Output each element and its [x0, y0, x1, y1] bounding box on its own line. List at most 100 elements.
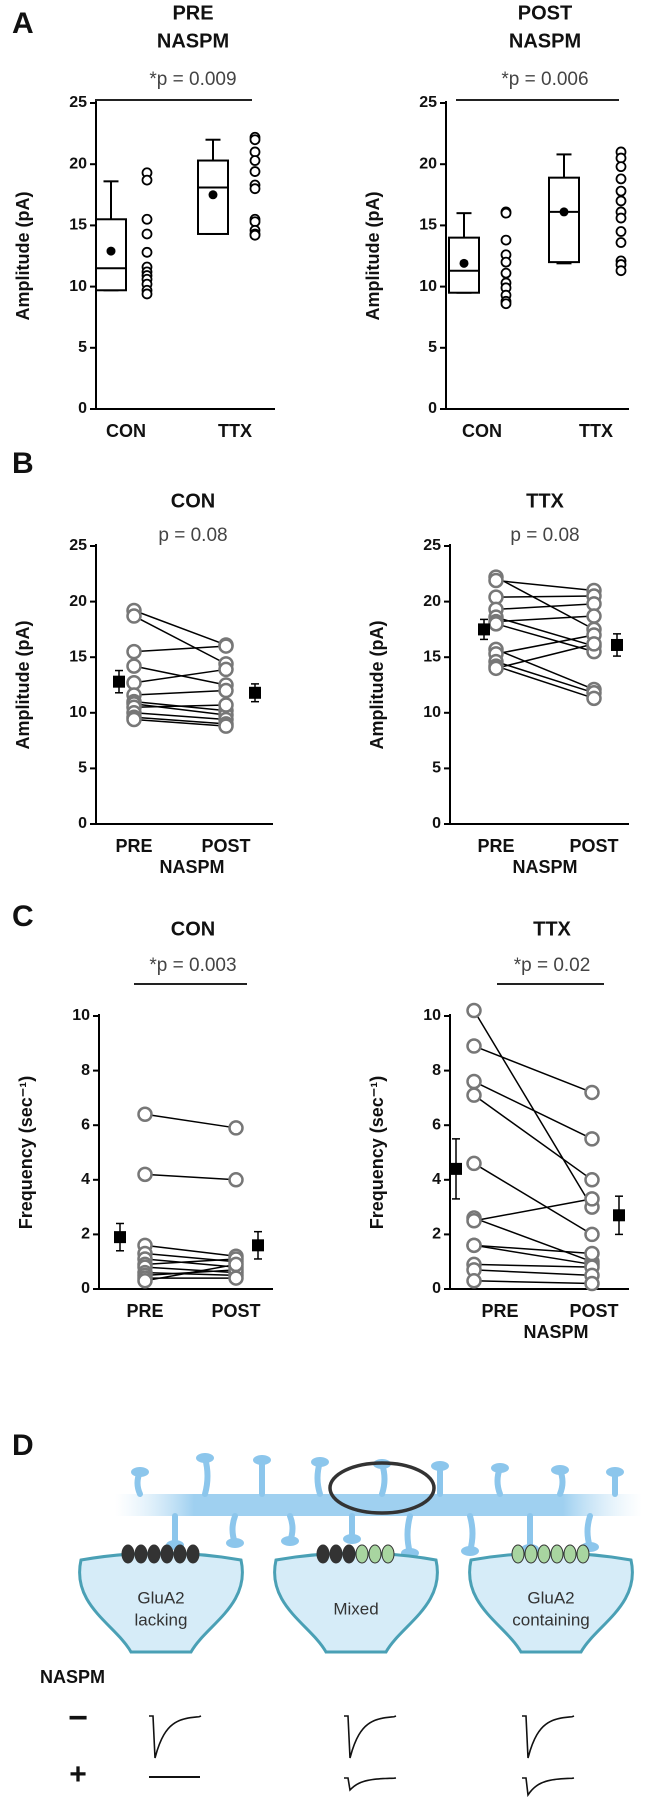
data-point [615, 212, 627, 224]
pair-line [495, 603, 595, 611]
pair-line [495, 665, 595, 700]
y-axis-label: Amplitude (pA) [367, 621, 387, 750]
receptor [381, 1544, 395, 1564]
pair-line [473, 1045, 593, 1094]
annotation: *p = 0.02 [514, 955, 591, 976]
panel-letter: A [12, 7, 34, 40]
data-point [500, 256, 512, 268]
y-tick-label: 10 [69, 278, 87, 295]
terminal-label: GluA2 [137, 1588, 184, 1607]
x-tick-label: TTX [218, 421, 252, 441]
box [548, 176, 580, 264]
pair-line [144, 1263, 237, 1282]
mean-dot [208, 190, 218, 200]
x-axis-label: NASPM [159, 857, 224, 877]
y-tick-label: 0 [432, 815, 441, 832]
y-tick-label: 0 [78, 815, 87, 832]
data-point [584, 1084, 600, 1101]
data-point [141, 246, 153, 258]
pair-line [133, 645, 227, 653]
traces [149, 1715, 575, 1798]
y-tick-label: 10 [72, 1007, 90, 1024]
data-point [126, 711, 142, 728]
data-point [615, 237, 627, 248]
pair-line [495, 615, 595, 623]
data-point [218, 697, 234, 713]
pair-line [144, 1266, 237, 1274]
data-point [249, 216, 261, 228]
x-tick-label: PRE [477, 836, 514, 856]
pair-line [473, 1217, 593, 1263]
data-point [141, 228, 153, 240]
data-point [615, 161, 627, 173]
receptor [524, 1544, 538, 1564]
data-point [586, 636, 602, 652]
pair-line [144, 1173, 237, 1181]
trace [344, 1777, 397, 1792]
data-point [500, 267, 512, 279]
annotation: p = 0.08 [510, 525, 579, 546]
pair-line [495, 616, 595, 647]
pair-line [133, 615, 227, 665]
receptor [537, 1544, 551, 1564]
y-axis-label: Frequency (sec⁻¹) [16, 1076, 36, 1230]
terminals: GluA2 lacking Mixed GluA2 containing [78, 1544, 634, 1654]
data-point [584, 1275, 600, 1292]
y-tick-label: 20 [69, 593, 87, 610]
y-tick-label: 5 [428, 339, 437, 356]
receptor [134, 1544, 148, 1564]
data-point [488, 572, 504, 589]
y-tick-label: 20 [423, 593, 441, 610]
y-tick-label: 0 [78, 400, 87, 417]
row-label: NASPM [40, 1667, 105, 1687]
mean-dot [106, 246, 116, 256]
chart-title: TTX [526, 490, 564, 512]
pair-line [495, 648, 595, 691]
x-tick-label: CON [106, 421, 146, 441]
y-axis-label: Amplitude (pA) [13, 621, 33, 750]
receptor [173, 1544, 187, 1564]
y-tick-label: 2 [81, 1226, 90, 1243]
data-point [141, 174, 153, 186]
x-tick-label: PRE [126, 1301, 163, 1321]
pair-line [473, 1269, 593, 1277]
y-tick-label: 4 [81, 1171, 90, 1188]
data-point [466, 1155, 482, 1172]
spine-head [253, 1455, 271, 1465]
data-point [249, 155, 261, 166]
y-tick-label: 6 [81, 1116, 90, 1133]
spine-head [491, 1463, 509, 1473]
annotation: *p = 0.009 [149, 69, 236, 90]
data-point [584, 1226, 600, 1243]
data-point [137, 1106, 153, 1123]
data-point [249, 229, 261, 241]
trace [149, 1715, 202, 1759]
pair-line [133, 712, 227, 721]
pair-line [133, 703, 227, 716]
pair-line [473, 1080, 593, 1140]
data-point [615, 152, 627, 164]
y-tick-label: 15 [69, 648, 87, 665]
spine-head [131, 1467, 149, 1477]
data-point [137, 1166, 153, 1183]
spine [404, 1513, 413, 1556]
mean-marker [114, 1231, 126, 1244]
pair-line [495, 595, 595, 598]
receptor [368, 1544, 382, 1564]
y-tick-label: 5 [432, 760, 441, 777]
data-point [466, 1087, 482, 1103]
chart-title: PRE [172, 2, 213, 24]
x-tick-label: CON [462, 421, 502, 441]
data-point [228, 1270, 244, 1286]
y-axis-label: Amplitude (pA) [13, 192, 33, 321]
pair-line [473, 1280, 593, 1285]
receptor [186, 1544, 200, 1564]
row-sign: + [69, 1758, 87, 1791]
trace [522, 1715, 575, 1759]
chart-title: CON [171, 490, 215, 512]
y-tick-label: 0 [432, 1280, 441, 1297]
data-point [249, 166, 261, 177]
receptor [316, 1544, 330, 1564]
spine-head [281, 1536, 299, 1546]
